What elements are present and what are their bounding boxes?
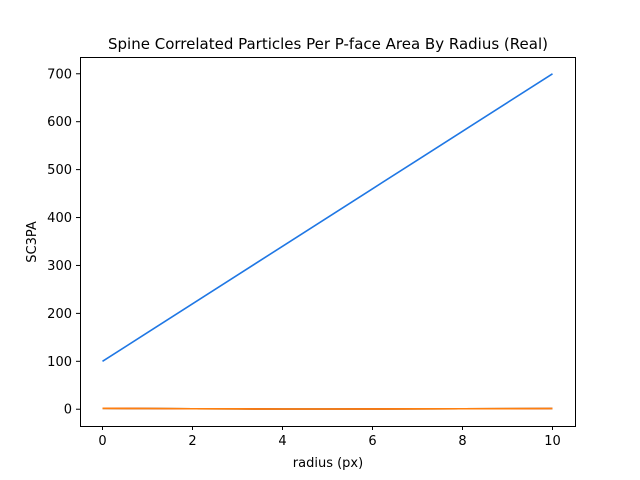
- y-tick-label: 200: [47, 307, 72, 322]
- series-layer: [102, 73, 553, 410]
- plot-frame: [80, 57, 576, 427]
- x-tick-label: 8: [458, 434, 466, 449]
- x-axis: 0 2 4 6 8 10: [98, 426, 561, 449]
- series-line-1: [102, 73, 553, 362]
- chart-title: Spine Correlated Particles Per P-face Ar…: [108, 35, 548, 53]
- y-tick-label: 700: [47, 67, 72, 82]
- y-tick-label: 600: [47, 115, 72, 130]
- y-axis-label: SC3PA: [25, 221, 40, 263]
- y-tick-label: 400: [47, 211, 72, 226]
- y-tick-label: 300: [47, 259, 72, 274]
- y-tick-label: 500: [47, 163, 72, 178]
- y-tick-label: 100: [47, 355, 72, 370]
- x-axis-label: radius (px): [293, 456, 363, 471]
- x-tick-label: 0: [98, 434, 106, 449]
- x-tick-label: 4: [278, 434, 286, 449]
- x-tick-label: 6: [368, 434, 376, 449]
- y-tick-label: 0: [64, 403, 72, 418]
- series-line-4: [102, 407, 553, 410]
- x-tick-label: 2: [188, 434, 196, 449]
- x-tick-label: 10: [544, 434, 561, 449]
- y-axis: 0 100 200 300 400 500 600 700: [47, 67, 80, 418]
